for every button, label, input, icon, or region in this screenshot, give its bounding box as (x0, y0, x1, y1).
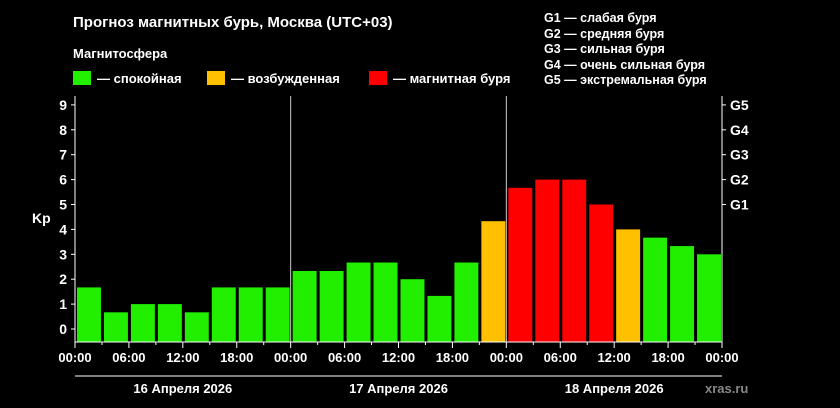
kp-bar (77, 287, 101, 342)
x-tick-label: 18:00 (436, 350, 469, 365)
x-tick-label: 18:00 (220, 350, 253, 365)
kp-bar (130, 304, 155, 342)
x-tick-label: 00:00 (490, 350, 523, 365)
legend-swatch-calm (73, 71, 91, 85)
kp-bar (211, 287, 236, 342)
kp-bar (373, 262, 398, 342)
y-tick-label: 1 (59, 296, 67, 312)
x-tick-label: 06:00 (112, 350, 145, 365)
storm-scale-g5: G5 — экстремальная буря (544, 73, 707, 87)
legend-swatch-storm (369, 71, 387, 85)
kp-bar (589, 204, 614, 342)
day-label: 17 Апреля 2026 (349, 381, 448, 396)
kp-bar (670, 246, 695, 342)
kp-bar (454, 262, 479, 342)
kp-bar (319, 270, 344, 342)
y-tick-label: 8 (59, 122, 67, 138)
storm-scale-g2: G2 — средняя буря (544, 26, 665, 41)
kp-bar (481, 221, 506, 342)
kp-bar (184, 312, 209, 342)
y-tick-label: 7 (59, 147, 67, 163)
kp-bar (346, 262, 371, 342)
g-tick-label: G4 (730, 122, 749, 138)
g-tick-label: G1 (730, 197, 749, 213)
y-tick-label: 6 (59, 172, 67, 188)
day-label: 18 Апреля 2026 (565, 381, 664, 396)
g-tick-label: G2 (730, 172, 749, 188)
day-label: 16 Апреля 2026 (133, 381, 232, 396)
kp-bar (427, 295, 452, 342)
chart-title: Прогноз магнитных бурь, Москва (UTC+03) (73, 14, 393, 31)
y-axis-label: Kp (32, 210, 51, 226)
x-tick-label: 00:00 (58, 350, 91, 365)
legend-item-excited: — возбужденная (207, 70, 340, 86)
kp-bar (535, 179, 560, 342)
x-tick-label: 12:00 (166, 350, 199, 365)
x-tick-label: 06:00 (544, 350, 577, 365)
x-tick-label: 12:00 (382, 350, 415, 365)
storm-scale-g4: G4 — очень сильная буря (544, 57, 705, 72)
x-tick-label: 06:00 (328, 350, 361, 365)
g-tick-label: G3 (730, 147, 749, 163)
legend-item-storm: — магнитная буря (369, 70, 510, 86)
y-tick-label: 2 (59, 271, 67, 287)
y-tick-label: 0 (59, 321, 67, 337)
legend-label-calm: — спокойная (97, 70, 182, 86)
x-tick-label: 18:00 (651, 350, 684, 365)
legend-item-calm: — спокойная (73, 70, 182, 86)
kp-bar (265, 287, 290, 342)
kp-bar (157, 304, 182, 342)
y-tick-label: 3 (59, 246, 67, 262)
legend-label-storm: — магнитная буря (393, 70, 511, 86)
kp-bar (238, 287, 263, 342)
x-tick-label: 12:00 (598, 350, 631, 365)
y-tick-label: 5 (59, 197, 67, 213)
kp-bar (616, 229, 641, 342)
kp-bar (508, 187, 533, 342)
x-tick-label: 00:00 (705, 350, 738, 365)
y-tick-label: 4 (59, 221, 67, 237)
magnetosphere-label: Магнитосфера (73, 46, 168, 61)
g-tick-label: G5 (730, 97, 749, 113)
storm-scale-g1: G1 — слабая буря (544, 11, 657, 25)
kp-bar (103, 312, 128, 342)
kp-bar (697, 254, 721, 342)
legend-label-excited: — возбужденная (231, 70, 340, 86)
kp-bar (643, 237, 668, 342)
legend-swatch-excited (207, 71, 225, 85)
kp-bar (400, 279, 425, 342)
kp-bar (562, 179, 587, 342)
storm-scale-list: G1 — слабая буря G2 — средняя буря G3 — … (544, 11, 707, 89)
x-tick-label: 00:00 (274, 350, 307, 365)
source-label: xras.ru (705, 381, 749, 396)
y-tick-label: 9 (59, 97, 67, 113)
kp-bar (292, 270, 317, 342)
storm-scale-g3: G3 — сильная буря (544, 42, 665, 56)
